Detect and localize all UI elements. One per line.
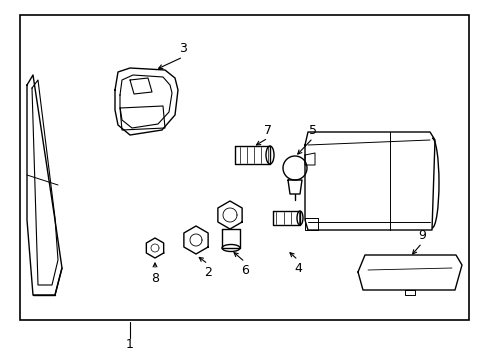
Text: 7: 7 <box>264 123 271 136</box>
Text: 6: 6 <box>241 264 248 276</box>
Bar <box>20 15 468 320</box>
Text: 3: 3 <box>179 41 186 54</box>
Text: 8: 8 <box>151 271 159 284</box>
Text: 1: 1 <box>126 338 134 351</box>
Text: 4: 4 <box>293 261 301 274</box>
Text: 9: 9 <box>417 229 425 242</box>
Text: 5: 5 <box>308 123 316 136</box>
Text: 2: 2 <box>203 266 211 279</box>
